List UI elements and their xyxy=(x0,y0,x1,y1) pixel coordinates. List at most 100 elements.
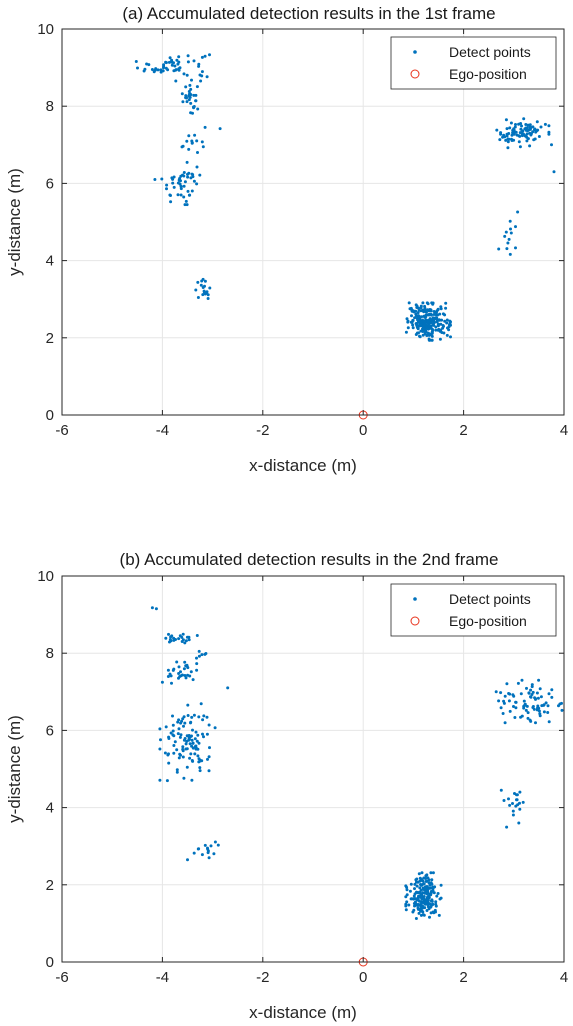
plot-area xyxy=(62,576,564,962)
detect-point xyxy=(175,768,179,772)
detect-point xyxy=(172,751,176,755)
detect-point xyxy=(171,714,174,718)
detect-point xyxy=(540,704,544,708)
detect-point xyxy=(188,742,192,746)
detect-point xyxy=(179,753,182,757)
detect-point xyxy=(435,894,439,898)
detect-point xyxy=(187,193,191,197)
detect-point xyxy=(431,323,435,327)
detect-point xyxy=(432,321,436,324)
detect-point xyxy=(529,688,533,692)
detect-point xyxy=(411,323,415,327)
detect-point xyxy=(514,706,518,710)
detect-point xyxy=(529,695,533,699)
detect-point xyxy=(428,893,432,897)
x-tick-label: 4 xyxy=(560,969,568,986)
detect-point xyxy=(182,724,185,728)
detect-point xyxy=(158,727,162,731)
detect-point xyxy=(182,667,186,671)
detect-point xyxy=(433,885,437,889)
x-tick-label: 0 xyxy=(359,422,367,439)
detect-point xyxy=(177,718,181,722)
y-tick-label: 6 xyxy=(46,175,54,192)
detect-point xyxy=(170,634,174,638)
detect-point xyxy=(408,889,412,893)
detect-point xyxy=(199,79,203,83)
detect-point xyxy=(516,210,520,214)
detect-point xyxy=(502,799,506,802)
x-tick-label: -6 xyxy=(55,422,68,439)
detect-point xyxy=(415,877,419,881)
detect-point xyxy=(502,701,506,705)
detect-point xyxy=(187,134,191,138)
detect-point xyxy=(424,329,428,333)
detect-point xyxy=(171,181,175,185)
detect-point xyxy=(535,120,539,124)
detect-point xyxy=(189,670,193,674)
detect-point xyxy=(159,738,162,742)
detect-point xyxy=(193,737,197,741)
detect-point xyxy=(207,723,211,727)
detect-point xyxy=(218,127,222,131)
detect-point xyxy=(168,193,172,197)
detect-point xyxy=(508,692,512,696)
detect-point xyxy=(514,246,517,250)
detect-point xyxy=(434,904,438,908)
detect-point xyxy=(547,130,551,134)
detect-point xyxy=(439,322,443,326)
detect-point xyxy=(495,128,499,132)
detect-point xyxy=(213,726,217,730)
detect-point xyxy=(517,140,521,144)
detect-point xyxy=(162,63,166,67)
x-tick-label: 0 xyxy=(359,969,367,986)
detect-point xyxy=(508,126,512,130)
detect-point xyxy=(507,699,511,703)
detect-point xyxy=(445,321,449,325)
detect-point xyxy=(190,715,194,719)
detect-point xyxy=(414,303,418,307)
detect-point xyxy=(200,279,204,283)
detect-point xyxy=(522,117,526,121)
detect-point xyxy=(419,900,423,904)
detect-point xyxy=(416,327,420,331)
detect-point xyxy=(172,175,176,179)
detect-point xyxy=(425,873,429,877)
detect-point xyxy=(436,892,440,895)
detect-point xyxy=(426,876,430,880)
detect-point xyxy=(185,100,189,104)
detect-point xyxy=(506,146,510,150)
detect-point xyxy=(193,133,197,137)
detect-point xyxy=(181,717,185,721)
detect-point xyxy=(190,78,193,82)
detect-point xyxy=(169,200,173,204)
detect-point xyxy=(404,884,408,888)
detect-point xyxy=(416,898,420,902)
detect-point xyxy=(416,314,420,318)
legend-detect-marker xyxy=(413,597,417,601)
detect-point xyxy=(206,293,210,297)
detect-point xyxy=(184,85,188,89)
detect-point xyxy=(418,886,422,890)
detect-point xyxy=(195,139,199,143)
detect-point xyxy=(202,735,205,739)
detect-point xyxy=(512,694,516,698)
detect-point xyxy=(191,173,195,177)
detect-point xyxy=(527,691,531,695)
detect-point xyxy=(203,284,206,288)
detect-point xyxy=(162,66,165,70)
detect-point xyxy=(547,692,551,696)
detect-point xyxy=(510,139,514,142)
detect-point xyxy=(185,160,189,164)
detect-point xyxy=(405,888,409,892)
detect-point xyxy=(172,185,176,189)
detect-point xyxy=(190,189,194,193)
detect-point xyxy=(505,682,509,686)
legend-ego-marker xyxy=(410,616,420,626)
detect-point xyxy=(190,141,194,145)
detect-point xyxy=(203,279,207,283)
detect-point xyxy=(404,908,408,912)
detect-point xyxy=(507,237,511,241)
detect-point xyxy=(170,63,174,67)
detect-point xyxy=(429,871,433,875)
